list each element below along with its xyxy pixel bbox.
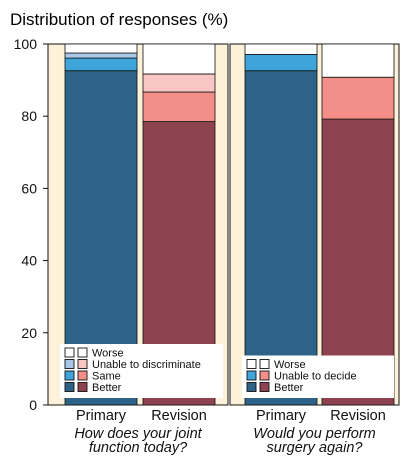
legend-label-better-panel2: Better	[274, 382, 304, 394]
question-line-2-panel1: function today?	[89, 440, 188, 456]
legend-label-worse-panel1: Worse	[92, 348, 124, 360]
category-label-primary-panel2: Primary	[256, 408, 307, 424]
legend-swatch-primary-worse-panel1	[64, 347, 75, 358]
legend-swatch-primary-same-panel1	[64, 370, 75, 381]
bar-segment-same-revision-panel1	[142, 91, 216, 123]
bar-segment-same-primary-panel1	[64, 57, 138, 72]
legend-label-worse-panel2: Worse	[274, 359, 306, 371]
category-label-revision-panel2: Revision	[330, 408, 386, 424]
y-tick-label-60: 60	[21, 180, 37, 196]
question-line-1-panel1: How does your joint	[74, 426, 202, 442]
legend-swatch-primary-worse-panel2	[246, 359, 257, 369]
chart-title: Distribution of responses (%)	[10, 10, 228, 29]
y-tick-label-20: 20	[21, 325, 37, 341]
legend-label-same-panel1: Same	[92, 371, 121, 383]
y-tick-label-80: 80	[21, 108, 37, 124]
legend-label-better-panel1: Better	[92, 382, 122, 394]
legend-swatch-primary-unable-to-discriminate-panel1	[64, 359, 75, 369]
bar-segment-unable-to-discriminate-revision-panel1	[142, 73, 216, 93]
legend-swatch-revision-unable-to-discriminate-panel1	[77, 359, 88, 369]
bar-segment-unable-to-decide-primary-panel2	[244, 54, 318, 72]
legend-swatch-primary-unable-to-decide-panel2	[246, 370, 257, 381]
legend-swatch-primary-better-panel2	[246, 382, 257, 392]
bar-segment-worse-revision-panel2	[321, 43, 395, 78]
legend-label-unable-to-discriminate-panel1: Unable to discriminate	[92, 359, 201, 371]
question-line-1-panel2: Would you perform	[253, 426, 376, 442]
legend-swatch-primary-better-panel1	[64, 382, 75, 392]
category-label-revision-panel1: Revision	[151, 408, 207, 424]
legend-swatch-revision-same-panel1	[77, 370, 88, 381]
y-tick-label-100: 100	[14, 36, 38, 52]
bar-segment-worse-primary-panel1	[64, 43, 138, 54]
bar-segment-worse-revision-panel1	[142, 43, 216, 75]
y-tick-label-0: 0	[29, 397, 37, 413]
question-line-2-panel2: surgery again?	[267, 440, 364, 456]
legend-swatch-revision-better-panel2	[259, 382, 270, 392]
y-tick-label-40: 40	[21, 253, 37, 269]
bar-segment-unable-to-decide-revision-panel2	[321, 76, 395, 120]
bar-segment-unable-to-discriminate-primary-panel1	[64, 52, 138, 59]
category-label-primary-panel1: Primary	[76, 408, 127, 424]
legend-swatch-revision-worse-panel2	[259, 359, 270, 369]
legend-swatch-revision-worse-panel1	[77, 347, 88, 358]
bar-segment-worse-primary-panel2	[244, 43, 318, 55]
legend-swatch-revision-better-panel1	[77, 382, 88, 392]
bar-segment-better-primary-panel2	[244, 70, 318, 406]
legend-label-unable-to-decide-panel2: Unable to decide	[274, 371, 357, 383]
legend-swatch-revision-unable-to-decide-panel2	[259, 370, 270, 381]
